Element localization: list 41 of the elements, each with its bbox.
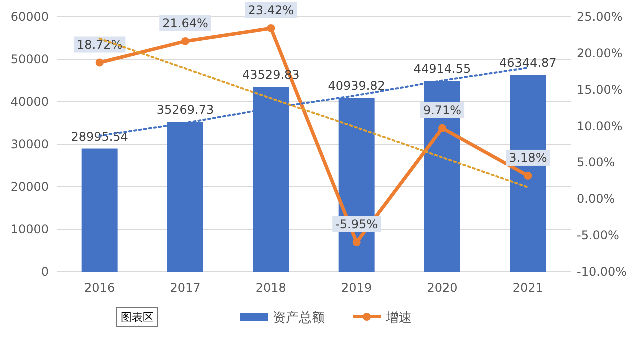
x-tick-label: 2018 (256, 281, 286, 295)
y-tick-label: 40000 (10, 95, 49, 109)
data-label: 40939.82 (328, 79, 386, 94)
y-tick-label: 0 (41, 265, 49, 279)
y2-tick-label: -5.00% (577, 228, 620, 243)
x-tick-label: 2017 (170, 281, 201, 295)
legend-label: 资产总额 (273, 311, 325, 326)
x-tick-label: 2021 (512, 281, 544, 295)
bar (82, 148, 118, 272)
data-label: 9.71% (423, 103, 462, 118)
point (438, 124, 446, 132)
y2-tick-label: 25.00% (577, 10, 623, 24)
data-label: 28995.54 (71, 130, 128, 144)
y-tick-label: 60000 (10, 10, 49, 24)
data-label: 23.42% (248, 4, 294, 18)
data-label: 35269.73 (156, 103, 214, 118)
y2-tick-label: 0.00% (577, 192, 616, 206)
point (182, 37, 190, 46)
y2-tick-label: 10.00% (577, 119, 623, 134)
x-tick-label: 2019 (342, 281, 372, 295)
point (524, 172, 532, 180)
y2-tick-label: -10.00% (577, 265, 628, 279)
x-tick-label: 2016 (84, 281, 116, 295)
data-label: 44914.55 (414, 62, 472, 76)
data-label: -5.95% (336, 217, 378, 232)
y-tick-label: 50000 (10, 52, 49, 66)
y-tick-label: 30000 (10, 138, 49, 152)
y-tick-label: 10000 (10, 222, 49, 236)
point (96, 58, 104, 67)
y2-tick-label: 15.00% (577, 82, 623, 97)
point (267, 24, 276, 33)
y2-tick-label: 5.00% (577, 156, 616, 170)
data-label: 21.64% (162, 16, 208, 30)
data-label: 3.18% (509, 150, 548, 165)
y2-tick-label: 20.00% (577, 46, 623, 60)
y-tick-label: 20000 (10, 180, 49, 194)
point (352, 238, 361, 246)
data-label: 46344.87 (500, 56, 557, 70)
x-tick-label: 2020 (427, 281, 458, 295)
text: 图表区 (121, 311, 154, 324)
legend-label: 增速 (385, 311, 412, 326)
